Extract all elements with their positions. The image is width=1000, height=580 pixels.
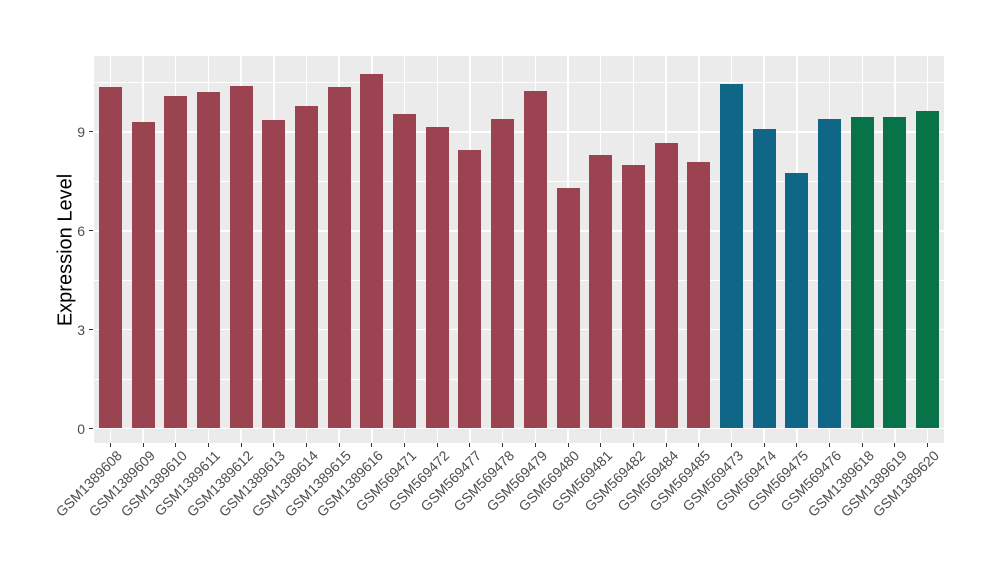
y-tick-label-0: 0	[77, 420, 85, 437]
y-tick-mark-9	[89, 131, 93, 133]
bar-GSM569474	[752, 128, 776, 429]
bar-GSM569478	[491, 118, 515, 429]
x-tick-mark-GSM569477	[469, 443, 471, 447]
y-tick-label-6: 6	[77, 222, 85, 239]
plot-panel	[94, 56, 944, 443]
x-tick-mark-GSM569482	[632, 443, 634, 447]
bar-GSM1389609	[131, 122, 155, 429]
gridline-major-y-6	[94, 230, 944, 232]
x-tick-mark-GSM569481	[600, 443, 602, 447]
bar-GSM569472	[425, 127, 449, 429]
gridline-major-y-3	[94, 328, 944, 331]
x-tick-mark-GSM569480	[567, 443, 569, 447]
x-tick-mark-GSM569474	[763, 443, 765, 447]
gridline-minor-y-1.5	[94, 378, 944, 380]
y-tick-mark-3	[89, 329, 93, 331]
bar-GSM1389611	[196, 92, 220, 429]
bar-GSM1389614	[295, 105, 318, 429]
x-tick-mark-GSM1389608	[109, 443, 111, 447]
x-tick-mark-GSM569484	[665, 443, 667, 447]
x-tick-mark-GSM569485	[698, 443, 700, 447]
bar-GSM1389618	[850, 117, 874, 429]
bar-GSM569482	[621, 164, 645, 429]
y-tick-label-3: 3	[77, 321, 85, 338]
x-tick-mark-GSM569478	[502, 443, 504, 447]
bar-GSM1389616	[360, 74, 384, 429]
bar-GSM1389610	[164, 95, 188, 429]
bar-GSM1389620	[916, 110, 940, 429]
gridline-major-y-0	[94, 427, 944, 430]
gridline-minor-y-7.5	[94, 180, 944, 182]
x-tick-mark-GSM1389609	[142, 443, 144, 447]
gridline-major-y-9	[94, 131, 944, 133]
bar-GSM569471	[393, 113, 417, 429]
x-tick-mark-GSM569479	[534, 443, 536, 447]
bar-GSM569476	[818, 118, 842, 429]
bar-GSM569477	[458, 150, 482, 429]
x-tick-mark-GSM569471	[404, 443, 406, 447]
x-tick-mark-GSM1389619	[894, 443, 896, 447]
x-tick-mark-GSM1389613	[273, 443, 275, 447]
x-tick-mark-GSM1389612	[240, 443, 242, 447]
bar-GSM569479	[523, 90, 547, 429]
gridline-minor-y-4.5	[94, 279, 944, 281]
y-tick-label-9: 9	[77, 123, 85, 140]
bar-GSM569475	[785, 173, 809, 429]
y-axis-title: Expression Level	[54, 173, 77, 326]
x-tick-mark-GSM569476	[829, 443, 831, 447]
x-tick-mark-GSM1389614	[306, 443, 307, 447]
bar-GSM1389619	[883, 117, 907, 429]
x-tick-mark-GSM1389611	[207, 443, 209, 447]
x-tick-mark-GSM1389616	[371, 443, 373, 447]
y-tick-mark-6	[89, 230, 93, 232]
x-tick-mark-GSM1389618	[861, 443, 863, 447]
x-tick-mark-GSM1389615	[338, 443, 340, 447]
x-tick-mark-GSM1389620	[927, 443, 929, 447]
bar-GSM1389612	[229, 85, 253, 429]
bar-GSM569484	[654, 143, 678, 429]
x-tick-mark-GSM1389610	[175, 443, 177, 447]
bar-GSM1389608	[98, 87, 122, 429]
x-tick-mark-GSM569473	[731, 443, 732, 447]
bar-GSM1389613	[262, 120, 286, 429]
x-tick-mark-GSM569472	[436, 443, 438, 447]
y-tick-mark-0	[89, 428, 93, 429]
x-tick-mark-GSM569475	[796, 443, 798, 447]
bar-GSM569480	[556, 187, 580, 429]
bar-GSM569473	[720, 84, 743, 429]
bar-GSM1389615	[327, 87, 351, 429]
bar-GSM569485	[687, 161, 711, 429]
bar-GSM569481	[589, 155, 613, 429]
gridline-minor-y-10.5	[94, 82, 944, 83]
